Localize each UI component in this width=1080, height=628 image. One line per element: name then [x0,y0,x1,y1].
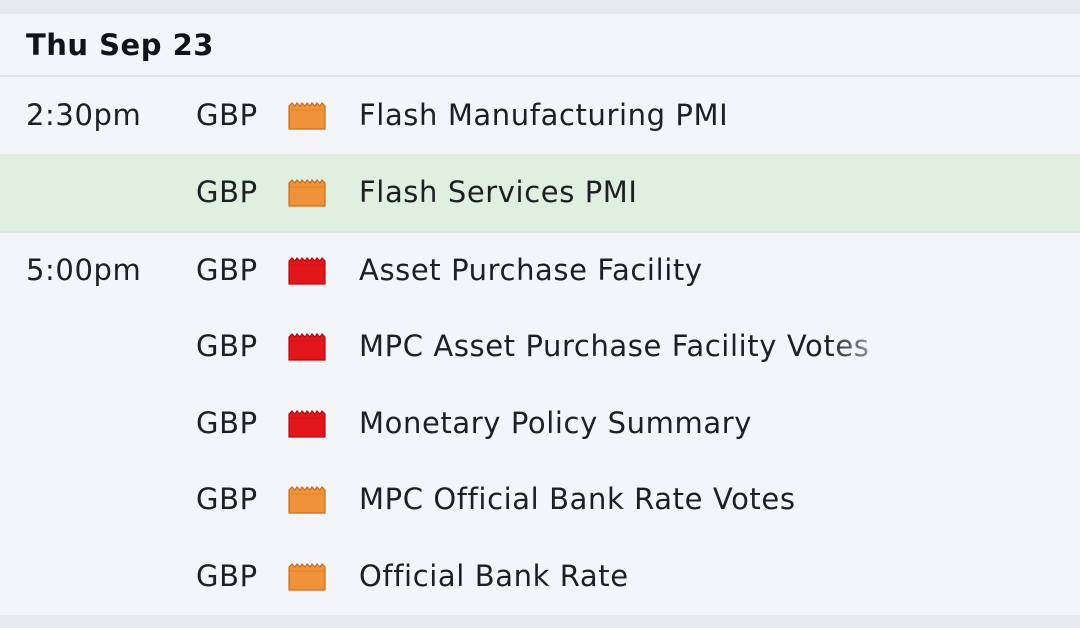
event-currency: GBP [196,175,258,210]
factory-impact-icon [288,100,326,130]
event-name[interactable]: Official Bank Rate [359,559,629,594]
event-row[interactable]: GBP MPC Official Bank Rate Votes [0,461,1080,538]
factory-impact-icon [288,331,326,361]
factory-impact-icon [288,484,326,514]
calendar-panel: Thu Sep 23 2:30pm GBP Flash Manufacturin… [0,14,1080,615]
event-currency: GBP [196,482,258,517]
event-row[interactable]: GBP MPC Asset Purchase Facility Votes [0,307,1080,384]
event-row[interactable]: GBP Official Bank Rate [0,538,1080,615]
event-name[interactable]: Flash Services PMI [359,175,638,210]
event-name[interactable]: Flash Manufacturing PMI [359,98,729,133]
event-name[interactable]: MPC Official Bank Rate Votes [359,482,796,517]
event-currency: GBP [196,252,258,287]
event-currency: GBP [196,405,258,440]
event-currency: GBP [196,559,258,594]
event-row[interactable]: 2:30pm GBP Flash Manufacturing PMI [0,77,1080,154]
event-currency: GBP [196,328,258,363]
event-row[interactable]: 5:00pm GBP Asset Purchase Facility [0,230,1080,308]
day-title: Thu Sep 23 [26,27,214,62]
event-list: 2:30pm GBP Flash Manufacturing PMI GBP F… [0,77,1080,615]
event-time: 5:00pm [26,252,142,287]
event-name[interactable]: Asset Purchase Facility [359,252,703,287]
event-name[interactable]: Monetary Policy Summary [359,405,753,440]
event-row[interactable]: GBP Monetary Policy Summary [0,384,1080,461]
day-header: Thu Sep 23 [0,14,1080,77]
factory-impact-icon [288,561,326,591]
event-time: 2:30pm [26,98,142,133]
event-currency: GBP [196,98,258,133]
factory-impact-icon [288,255,326,285]
factory-impact-icon [288,177,326,207]
event-name[interactable]: MPC Asset Purchase Facility Votes [359,328,870,363]
event-row[interactable]: GBP Flash Services PMI [0,153,1080,231]
factory-impact-icon [288,408,326,438]
